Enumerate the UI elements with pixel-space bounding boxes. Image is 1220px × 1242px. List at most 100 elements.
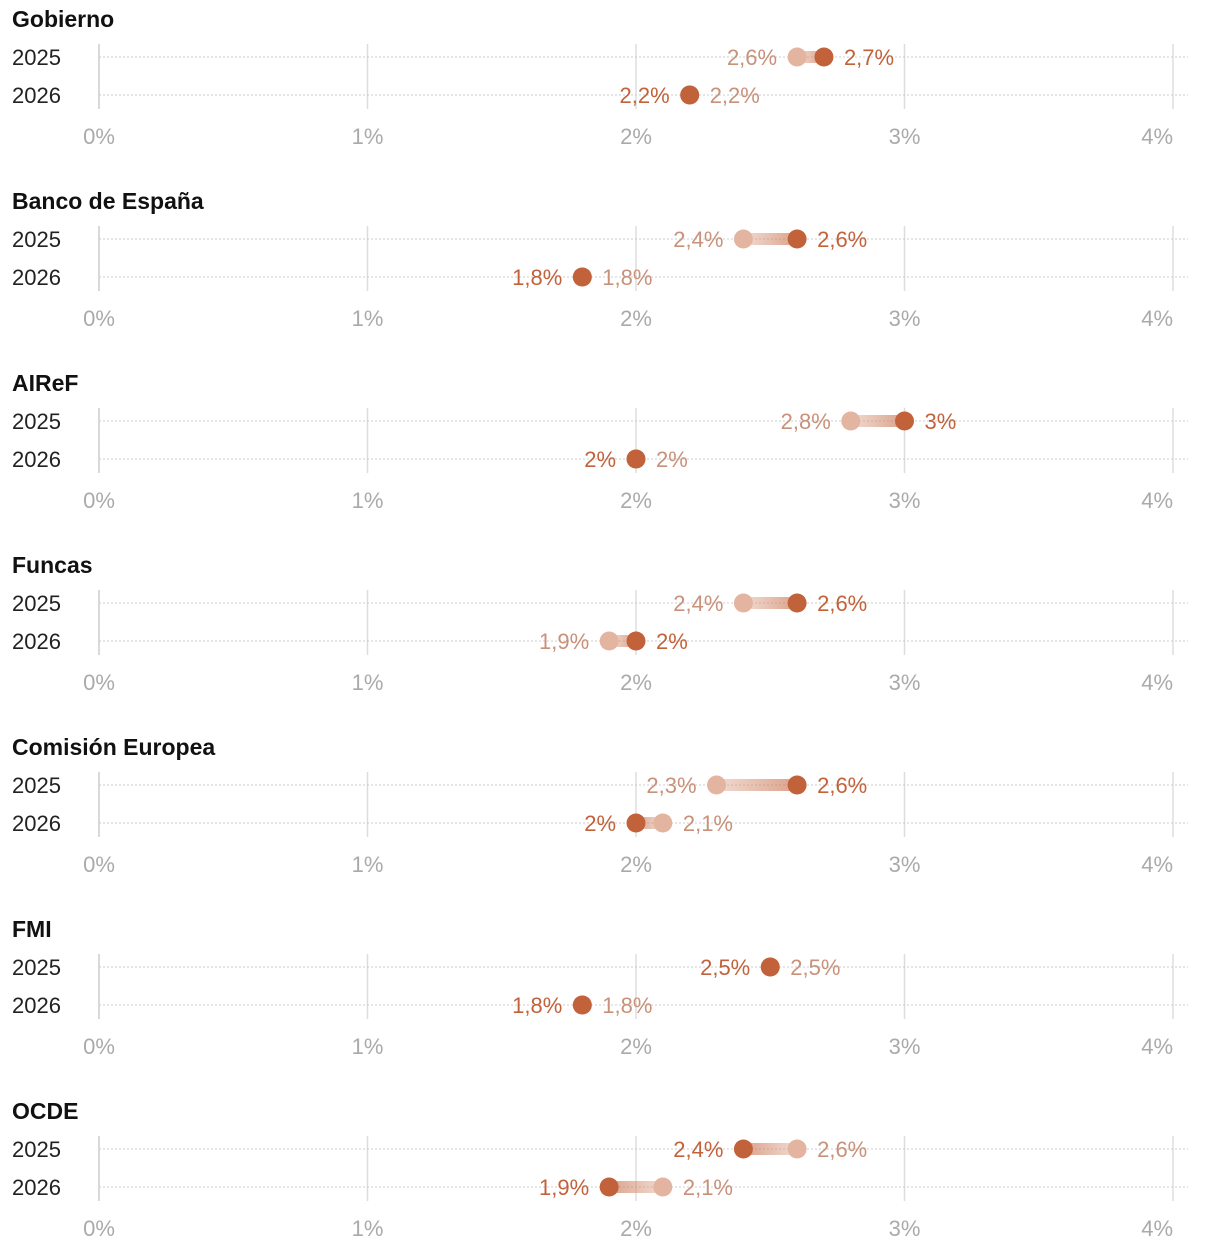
previous-value-label: 2,2% xyxy=(710,83,760,108)
current-dot xyxy=(787,593,807,613)
connector-bar xyxy=(743,1143,798,1155)
tick-label: 3% xyxy=(889,488,921,513)
tick-label: 4% xyxy=(1141,852,1173,877)
tick-label: 1% xyxy=(352,488,384,513)
year-label: 2025 xyxy=(12,955,61,980)
current-dot xyxy=(787,229,807,249)
previous-value-label: 2,5% xyxy=(790,955,840,980)
tick-label: 3% xyxy=(889,852,921,877)
tick-label: 0% xyxy=(83,670,115,695)
current-dot xyxy=(599,1177,619,1197)
panel-6: OCDE 0% 1% 2% 3% 4% 2025 2,6% 2,4% 2026 2,1% 1,9% xyxy=(12,1098,1188,1241)
tick-label: 4% xyxy=(1141,1034,1173,1059)
previous-dot xyxy=(841,411,861,431)
tick-label: 1% xyxy=(352,124,384,149)
previous-dot xyxy=(707,775,727,795)
tick-label: 2% xyxy=(620,1034,652,1059)
current-value-label: 1,8% xyxy=(512,265,562,290)
year-label: 2025 xyxy=(12,45,61,70)
current-value-label: 2% xyxy=(656,629,688,654)
current-dot xyxy=(572,267,592,287)
tick-label: 2% xyxy=(620,488,652,513)
tick-label: 0% xyxy=(83,1034,115,1059)
previous-dot xyxy=(653,813,673,833)
current-dot xyxy=(626,449,646,469)
year-label: 2025 xyxy=(12,773,61,798)
previous-value-label: 1,8% xyxy=(602,993,652,1018)
panel-3: Funcas 0% 1% 2% 3% 4% 2025 2,4% 2,6% 2026 1,9% 2% xyxy=(12,552,1188,695)
current-value-label: 2,6% xyxy=(817,227,867,252)
previous-dot xyxy=(787,1139,807,1159)
current-value-label: 2% xyxy=(584,811,616,836)
tick-label: 2% xyxy=(620,852,652,877)
current-value-label: 2,7% xyxy=(844,45,894,70)
year-label: 2025 xyxy=(12,591,61,616)
connector-bar xyxy=(743,233,798,245)
previous-value-label: 2,1% xyxy=(683,811,733,836)
panel-title: OCDE xyxy=(12,1098,78,1124)
current-value-label: 2,4% xyxy=(673,1137,723,1162)
tick-label: 1% xyxy=(352,670,384,695)
year-label: 2026 xyxy=(12,265,61,290)
tick-label: 3% xyxy=(889,670,921,695)
year-label: 2026 xyxy=(12,1175,61,1200)
previous-value-label: 1,8% xyxy=(602,265,652,290)
previous-dot xyxy=(733,229,753,249)
previous-value-label: 2,6% xyxy=(817,1137,867,1162)
tick-label: 3% xyxy=(889,1034,921,1059)
tick-label: 4% xyxy=(1141,306,1173,331)
current-value-label: 2% xyxy=(584,447,616,472)
current-dot xyxy=(814,47,834,67)
year-label: 2025 xyxy=(12,1137,61,1162)
previous-value-label: 2% xyxy=(656,447,688,472)
current-value-label: 2,5% xyxy=(700,955,750,980)
tick-label: 1% xyxy=(352,1216,384,1241)
current-value-label: 3% xyxy=(925,409,957,434)
previous-value-label: 2,1% xyxy=(683,1175,733,1200)
connector-bar xyxy=(850,415,905,427)
current-dot xyxy=(895,411,914,431)
tick-label: 4% xyxy=(1141,488,1173,513)
tick-label: 0% xyxy=(83,488,115,513)
year-label: 2026 xyxy=(12,993,61,1018)
tick-label: 0% xyxy=(83,1216,115,1241)
previous-value-label: 2,4% xyxy=(673,227,723,252)
current-dot xyxy=(680,85,700,105)
tick-label: 1% xyxy=(352,306,384,331)
tick-label: 4% xyxy=(1141,670,1173,695)
previous-dot xyxy=(787,47,807,67)
current-value-label: 1,9% xyxy=(539,1175,589,1200)
previous-value-label: 1,9% xyxy=(539,629,589,654)
tick-label: 2% xyxy=(620,670,652,695)
current-dot xyxy=(572,995,592,1015)
current-value-label: 2,6% xyxy=(817,773,867,798)
current-dot xyxy=(760,957,780,977)
tick-label: 1% xyxy=(352,852,384,877)
year-label: 2026 xyxy=(12,629,61,654)
previous-dot xyxy=(599,631,619,651)
previous-dot xyxy=(653,1177,673,1197)
connector-bar xyxy=(716,779,798,791)
tick-label: 0% xyxy=(83,852,115,877)
tick-label: 3% xyxy=(889,1216,921,1241)
tick-label: 3% xyxy=(889,306,921,331)
current-value-label: 2,2% xyxy=(620,83,670,108)
connector-bar xyxy=(609,1181,663,1193)
panel-0: Gobierno 0% 1% 2% 3% 4% 2025 2,6% 2,7% 2026 2,2% 2,… xyxy=(12,6,1188,149)
year-label: 2026 xyxy=(12,811,61,836)
tick-label: 2% xyxy=(620,306,652,331)
current-value-label: 1,8% xyxy=(512,993,562,1018)
year-label: 2025 xyxy=(12,227,61,252)
tick-label: 2% xyxy=(620,1216,652,1241)
year-label: 2025 xyxy=(12,409,61,434)
panel-title: Comisión Europea xyxy=(12,734,215,760)
previous-value-label: 2,8% xyxy=(781,409,831,434)
tick-label: 0% xyxy=(83,306,115,331)
tick-label: 2% xyxy=(620,124,652,149)
previous-value-label: 2,4% xyxy=(673,591,723,616)
panel-title: FMI xyxy=(12,916,52,942)
current-dot xyxy=(787,775,807,795)
tick-label: 0% xyxy=(83,124,115,149)
